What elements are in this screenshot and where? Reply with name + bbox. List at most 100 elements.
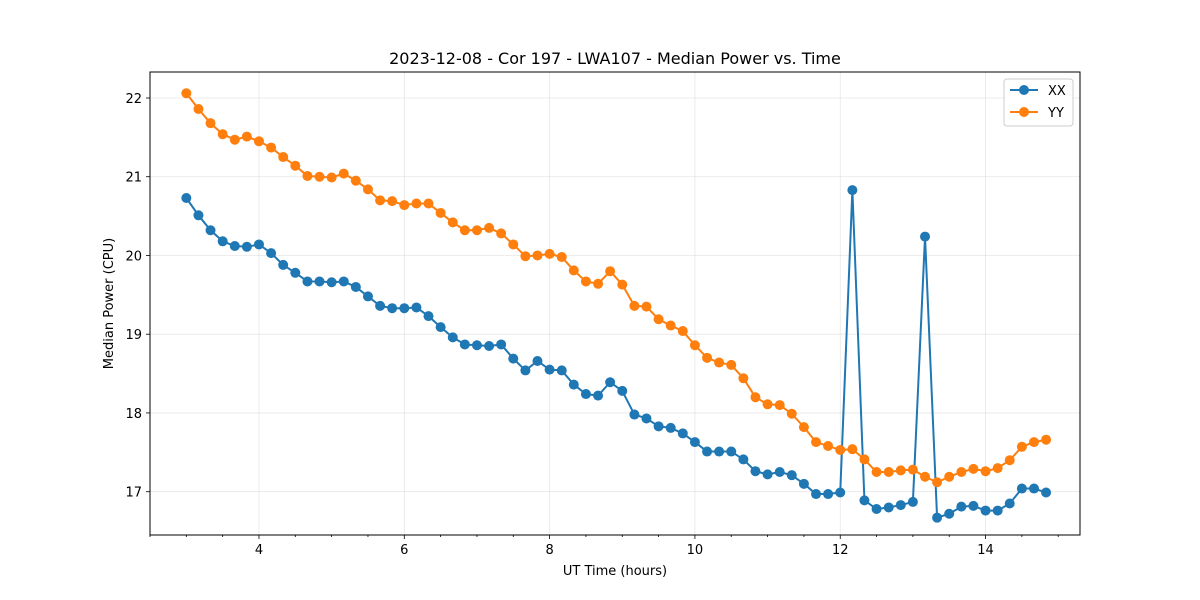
data-point-yy xyxy=(205,118,216,129)
y-tick-label: 20 xyxy=(125,249,142,264)
data-point-yy xyxy=(459,225,470,236)
data-point-xx xyxy=(278,259,289,270)
data-point-yy xyxy=(774,400,785,411)
data-point-yy xyxy=(798,422,809,433)
data-point-yy xyxy=(617,279,628,290)
data-point-yy xyxy=(241,131,252,142)
data-point-yy xyxy=(435,207,446,218)
data-point-xx xyxy=(968,500,979,511)
data-point-yy xyxy=(762,399,773,410)
data-point-yy xyxy=(447,217,458,228)
legend: XX YY xyxy=(1003,78,1074,127)
data-point-xx xyxy=(266,248,277,259)
data-point-xx xyxy=(605,377,616,388)
data-point-yy xyxy=(980,466,991,477)
data-point-xx xyxy=(326,277,337,288)
data-point-xx xyxy=(314,276,325,287)
data-point-yy xyxy=(1004,455,1015,466)
data-point-yy xyxy=(920,471,931,482)
data-point-xx xyxy=(932,512,943,523)
data-point-yy xyxy=(508,239,519,250)
data-point-xx xyxy=(459,339,470,350)
data-point-yy xyxy=(266,142,277,153)
data-point-yy xyxy=(411,198,422,209)
plot-frame xyxy=(149,71,1081,536)
x-tick-label: 6 xyxy=(400,543,408,558)
data-point-yy xyxy=(786,408,797,419)
data-point-xx xyxy=(823,489,834,500)
x-tick-label: 12 xyxy=(832,543,849,558)
data-point-xx xyxy=(774,467,785,478)
data-point-yy xyxy=(835,444,846,455)
data-point-yy xyxy=(859,454,870,465)
data-point-xx xyxy=(205,225,216,236)
data-point-yy xyxy=(605,266,616,277)
data-point-yy xyxy=(556,252,567,263)
data-point-yy xyxy=(278,152,289,163)
data-point-xx xyxy=(556,365,567,376)
data-point-xx xyxy=(338,276,349,287)
data-point-xx xyxy=(738,454,749,465)
data-point-xx xyxy=(726,446,737,457)
data-point-xx xyxy=(580,389,591,400)
x-tick-label: 4 xyxy=(255,543,263,558)
data-point-yy xyxy=(653,314,664,325)
data-point-xx xyxy=(750,466,761,477)
data-point-yy xyxy=(520,251,531,262)
data-point-xx xyxy=(944,508,955,519)
data-point-yy xyxy=(399,200,410,211)
data-point-yy xyxy=(992,463,1003,474)
data-point-yy xyxy=(496,228,507,239)
data-point-yy xyxy=(811,437,822,448)
y-axis-label: Median Power (CPU) xyxy=(102,238,117,369)
x-axis-label: UT Time (hours) xyxy=(563,564,667,579)
data-point-yy xyxy=(738,373,749,384)
data-point-yy xyxy=(471,225,482,236)
data-point-xx xyxy=(435,322,446,333)
data-point-xx xyxy=(387,303,398,314)
data-point-yy xyxy=(1016,441,1027,452)
data-point-xx xyxy=(302,276,313,287)
data-point-yy xyxy=(932,477,943,488)
data-point-yy xyxy=(665,320,676,331)
data-point-yy xyxy=(338,168,349,179)
data-point-xx xyxy=(992,505,1003,516)
data-point-xx xyxy=(181,192,192,203)
x-tick-label: 8 xyxy=(545,543,553,558)
data-point-yy xyxy=(544,248,555,259)
data-point-yy xyxy=(362,184,373,195)
data-point-xx xyxy=(447,332,458,343)
data-point-yy xyxy=(871,467,882,478)
data-point-yy xyxy=(968,463,979,474)
data-point-xx xyxy=(532,355,543,366)
data-point-yy xyxy=(689,340,700,351)
data-point-xx xyxy=(641,413,652,424)
data-point-yy xyxy=(484,222,495,233)
data-point-yy xyxy=(907,464,918,475)
data-point-xx xyxy=(471,340,482,351)
data-point-yy xyxy=(847,444,858,455)
data-point-xx xyxy=(895,500,906,511)
data-point-yy xyxy=(677,326,688,337)
data-point-yy xyxy=(314,171,325,182)
data-point-yy xyxy=(193,104,204,115)
data-point-xx xyxy=(847,185,858,196)
data-point-xx xyxy=(786,470,797,481)
data-point-xx xyxy=(484,341,495,352)
data-point-xx xyxy=(920,231,931,242)
data-point-xx xyxy=(193,210,204,221)
data-point-yy xyxy=(750,392,761,403)
data-point-xx xyxy=(496,339,507,350)
data-point-xx xyxy=(1029,483,1040,494)
data-point-xx xyxy=(883,502,894,513)
y-tick-label: 17 xyxy=(125,486,142,501)
data-point-yy xyxy=(326,172,337,183)
data-point-xx xyxy=(350,281,361,292)
data-point-xx xyxy=(907,496,918,507)
series-xx xyxy=(181,185,1052,523)
data-point-xx xyxy=(520,365,531,376)
data-point-xx xyxy=(568,379,579,390)
data-point-yy xyxy=(956,467,967,478)
data-point-xx xyxy=(1016,483,1027,494)
